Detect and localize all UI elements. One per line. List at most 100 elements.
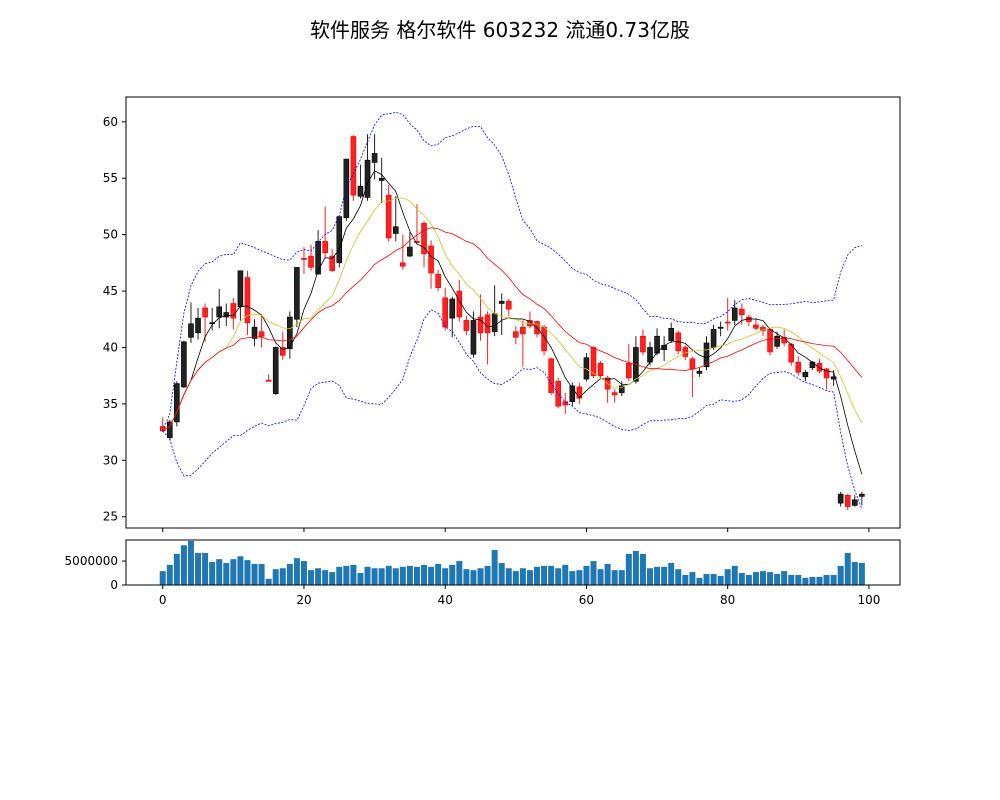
chart-title: 软件服务 格尔软件 603232 流通0.73亿股: [310, 18, 690, 42]
candle-body: [294, 267, 300, 320]
volume-bar: [562, 564, 569, 585]
volume-bar: [343, 565, 350, 585]
candle: [774, 331, 780, 349]
volume-bar: [300, 561, 307, 585]
candle: [202, 303, 208, 342]
candle-body: [802, 371, 809, 378]
volume-bar: [180, 545, 187, 585]
candles: [159, 134, 865, 510]
volume-bar: [654, 566, 661, 585]
candle: [668, 322, 674, 343]
candle: [315, 230, 321, 275]
volume-bar: [809, 576, 816, 585]
volume-bar: [618, 570, 625, 585]
candle-body: [195, 317, 201, 334]
candle: [505, 298, 512, 316]
volume-bar: [795, 574, 802, 585]
candle: [216, 288, 223, 329]
candle-body: [731, 307, 738, 321]
x-tick-label: 100: [857, 593, 880, 607]
candle: [852, 495, 858, 507]
candle: [710, 324, 717, 350]
candle-body: [739, 308, 745, 316]
volume-bar: [265, 578, 272, 585]
volume-bar: [774, 573, 781, 585]
candle: [689, 356, 696, 398]
candle-body: [279, 347, 286, 356]
volume-bar: [717, 575, 724, 585]
candle: [569, 382, 576, 407]
candle-body: [421, 223, 427, 255]
candle: [746, 314, 752, 327]
candle-body: [809, 361, 816, 369]
candle-body: [244, 277, 251, 323]
x-tick-label: 20: [296, 593, 311, 607]
volume-bar: [611, 570, 618, 585]
candle-body: [174, 383, 180, 423]
volume-bar: [745, 574, 752, 585]
candle: [597, 361, 604, 380]
volume-bar: [159, 571, 166, 585]
candle: [661, 336, 667, 362]
candle: [548, 357, 554, 395]
candle: [788, 342, 795, 366]
candle: [555, 377, 561, 409]
candle-body: [308, 255, 314, 268]
y-tick-label: 30: [103, 453, 118, 467]
volume-bar: [498, 562, 505, 585]
candle: [287, 311, 293, 359]
volume-bar: [237, 556, 244, 585]
x-tick-label: 80: [720, 593, 735, 607]
volume-bars: [159, 540, 865, 585]
candle-body: [237, 270, 244, 308]
volume-bar: [230, 559, 237, 585]
volume-bar: [428, 566, 435, 585]
volume-y-tick-label: 0: [110, 578, 118, 592]
y-tick-label: 50: [103, 228, 118, 242]
candle-body: [555, 381, 561, 407]
candle-body: [767, 329, 773, 353]
ma20-line: [162, 227, 863, 432]
volume-bar: [661, 566, 668, 585]
volume-bar: [526, 570, 533, 585]
candle: [357, 164, 364, 199]
candle-body: [654, 335, 660, 354]
volume-bar: [597, 569, 604, 585]
volume-bar: [583, 565, 590, 585]
candle: [859, 491, 865, 506]
candle-body: [456, 290, 463, 318]
candle: [449, 296, 456, 338]
candle-body: [576, 386, 583, 399]
volume-bar: [272, 569, 279, 585]
volume-bar: [173, 553, 180, 585]
candle: [527, 311, 533, 329]
candle: [724, 297, 731, 331]
volume-bar: [484, 565, 491, 585]
candle-body: [548, 358, 554, 393]
y-tick-label: 55: [103, 171, 118, 185]
volume-bar: [216, 559, 223, 585]
candle: [223, 303, 230, 327]
volume-bar: [244, 560, 251, 585]
candle: [385, 185, 392, 242]
candle: [498, 293, 505, 336]
candle: [407, 232, 413, 258]
volume-bar: [322, 570, 329, 585]
volume-bar: [336, 566, 343, 585]
candle-body: [710, 329, 717, 348]
volume-bar: [823, 574, 830, 585]
candle: [717, 321, 724, 337]
volume-bar: [731, 565, 738, 585]
candle: [188, 302, 194, 343]
candle: [513, 326, 519, 345]
volume-bar: [788, 574, 795, 585]
volume-bar: [647, 568, 654, 585]
candle-body: [449, 298, 456, 319]
volume-bar: [456, 561, 463, 585]
candle: [343, 158, 350, 222]
y-tick-label: 45: [103, 284, 118, 298]
candle: [576, 382, 583, 404]
candle: [640, 329, 646, 356]
volume-bar: [837, 565, 844, 585]
volume-bar: [286, 563, 293, 585]
